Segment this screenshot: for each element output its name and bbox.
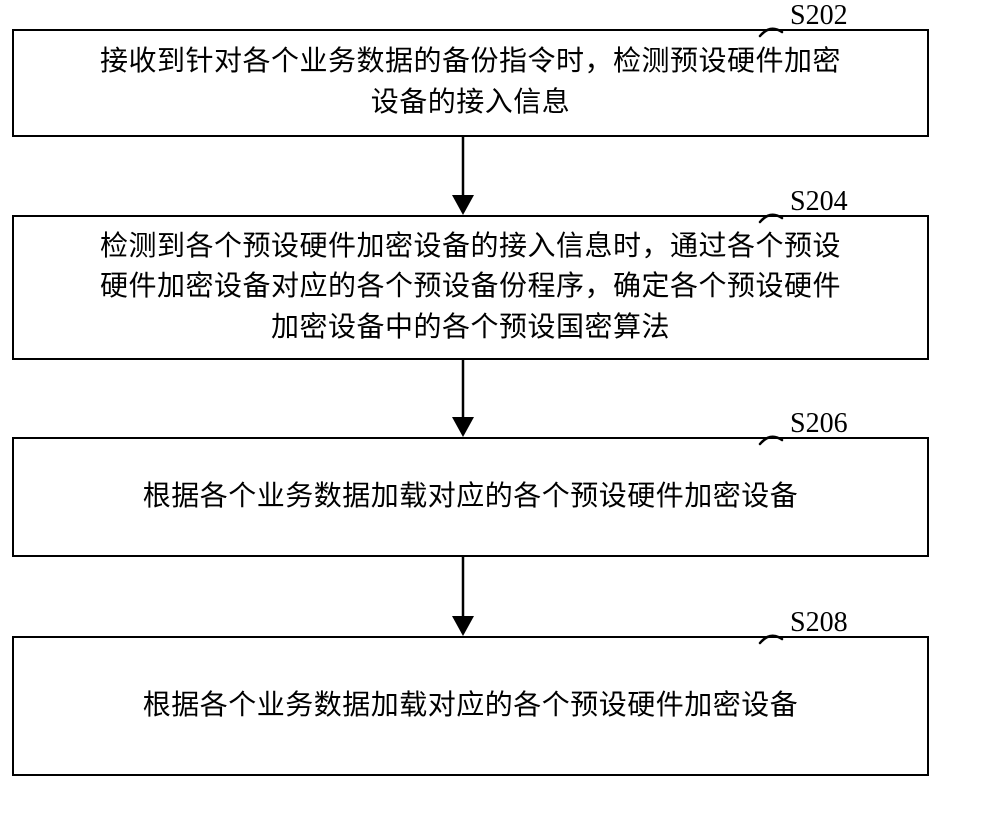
flow-step-s204: 检测到各个预设硬件加密设备的接入信息时，通过各个预设 硬件加密设备对应的各个预设… [12, 215, 929, 360]
flow-arrow-3 [452, 557, 474, 636]
step-label-s206: S206 [790, 408, 848, 440]
step-label-s208: S208 [790, 607, 848, 639]
step-label-s202: S202 [790, 0, 848, 32]
flow-arrow-2 [452, 360, 474, 437]
flow-step-text: 接收到针对各个业务数据的备份指令时，检测预设硬件加密 设备的接入信息 [100, 42, 841, 123]
flow-step-text: 根据各个业务数据加载对应的各个预设硬件加密设备 [143, 686, 799, 727]
flow-step-s208: 根据各个业务数据加载对应的各个预设硬件加密设备 [12, 636, 929, 776]
step-label-s204: S204 [790, 186, 848, 218]
flow-arrow-1 [452, 137, 474, 215]
flowchart-canvas: 接收到针对各个业务数据的备份指令时，检测预设硬件加密 设备的接入信息 S202 … [0, 0, 1000, 813]
flow-step-s202: 接收到针对各个业务数据的备份指令时，检测预设硬件加密 设备的接入信息 [12, 29, 929, 137]
flow-step-text: 根据各个业务数据加载对应的各个预设硬件加密设备 [143, 477, 799, 518]
flow-step-text: 检测到各个预设硬件加密设备的接入信息时，通过各个预设 硬件加密设备对应的各个预设… [100, 227, 841, 349]
flow-step-s206: 根据各个业务数据加载对应的各个预设硬件加密设备 [12, 437, 929, 557]
